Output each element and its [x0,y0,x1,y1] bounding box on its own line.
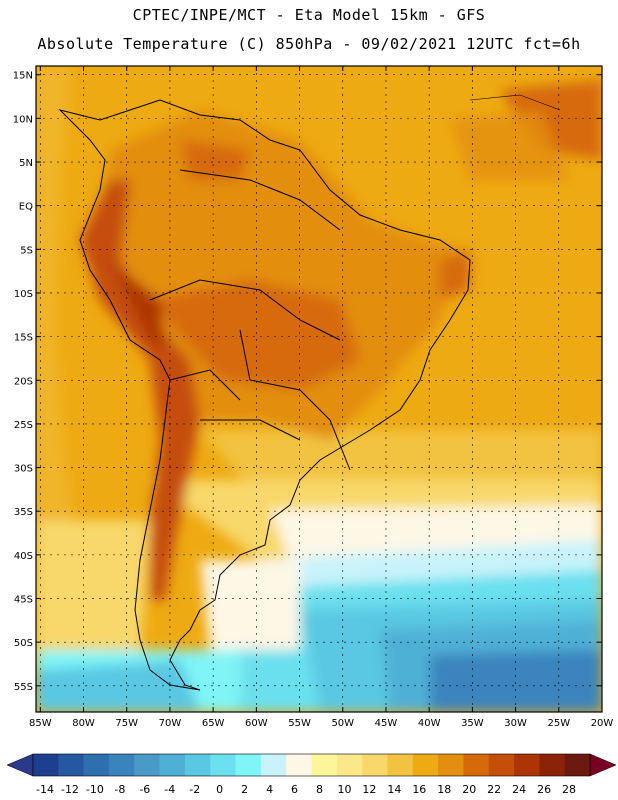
colorbar-label: -12 [61,783,79,796]
lat-label: 5S [20,245,33,256]
lat-label: 55S [14,682,33,693]
colorbar-swatch [83,754,110,776]
colorbar-swatch [134,754,160,776]
lat-label: 15N [13,71,33,82]
lat-label: 30S [14,464,33,475]
colorbar-swatch [488,754,515,776]
colorbar-label: 8 [316,783,323,796]
colorbar-label: 2 [241,783,248,796]
lon-label: 45W [375,718,398,729]
lat-label: 5N [19,158,33,169]
colorbar-swatch [412,754,439,776]
colorbar-label: 26 [537,783,551,796]
lon-label: 65W [202,718,225,729]
colorbar-label: -4 [164,783,175,796]
longitude-axis: 85W 80W 75W 70W 65W 60W 55W 50W 45W 40W 35W 30W 25W 2… [29,66,613,729]
colorbar-swatch [438,754,464,776]
colorbar-swatch [235,754,262,776]
colorbar-swatch [58,754,84,776]
colorbar-label: -6 [139,783,150,796]
chart-title-line-2: Absolute Temperature (C) 850hPa - 09/02/… [37,35,581,53]
lon-label: 30W [504,718,527,729]
chart-title-line-1: CPTEC/INPE/MCT - Eta Model 15km - GFS [132,6,486,24]
lon-label: 35W [461,718,484,729]
colorbar-label: -14 [36,783,54,796]
temperature-field [36,66,602,712]
colorbar-swatch [311,754,338,776]
lat-label: 35S [14,507,33,518]
colorbar-swatch [387,754,414,776]
lat-label: 15S [14,333,33,344]
colorbar-label: 6 [291,783,298,796]
lon-label: 85W [29,718,52,729]
colorbar-label: 4 [266,783,273,796]
colorbar-label: 18 [437,783,451,796]
colorbar-swatch [564,754,591,776]
colorbar-swatch [260,754,287,776]
colorbar-label: 14 [387,783,401,796]
map-frame [35,65,603,713]
colorbar-swatch [184,754,211,776]
colorbar-label: 24 [512,783,526,796]
lon-label: 70W [159,718,182,729]
lon-label: 55W [288,718,311,729]
lat-label: 40S [14,551,33,562]
colorbar-over-arrow [589,753,617,777]
lat-label: 20S [14,376,33,387]
lat-label: 10S [14,289,33,300]
colorbar-swatch [33,754,59,776]
colorbar-swatch [159,754,186,776]
colorbar: -14 -12 -10 -8 -6 -4 -2 0 2 4 6 8 10 12 14 16 18 20 22 24 26… [6,753,617,796]
colorbar-label: 28 [562,783,576,796]
colorbar-label: 0 [216,783,223,796]
latitude-axis: 15N 10N 5N EQ 5S 10S 15S 20S 25S 30S 35S 40S 45S 50S 5… [13,71,602,693]
colorbar-under-arrow [6,753,34,777]
colorbar-label: 16 [412,783,426,796]
lat-label: 10N [13,114,33,125]
lon-label: 50W [331,718,354,729]
colorbar-swatch [463,754,490,776]
colorbar-label: -2 [189,783,200,796]
colorbar-label: -8 [114,783,125,796]
coastlines [58,94,561,691]
lon-label: 75W [115,718,138,729]
lon-label: 20W [591,718,614,729]
lat-label: EQ [19,202,33,213]
colorbar-swatch [286,754,312,776]
colorbar-label: -10 [86,783,104,796]
lon-label: 40W [418,718,441,729]
colorbar-label: 20 [462,783,476,796]
lat-label: 25S [14,420,33,431]
lat-label: 45S [14,595,33,606]
colorbar-border [32,753,591,777]
colorbar-swatch [108,754,135,776]
lon-label: 80W [72,718,95,729]
colorbar-label: 12 [362,783,376,796]
colorbar-swatch [539,754,565,776]
lat-label: 50S [14,638,33,649]
lon-label: 25W [547,718,570,729]
colorbar-swatch [362,754,388,776]
lon-label: 60W [245,718,268,729]
colorbar-swatch [336,754,363,776]
colorbar-swatch [210,754,236,776]
colorbar-label: 10 [337,783,351,796]
colorbar-swatch [514,754,540,776]
colorbar-label: 22 [487,783,501,796]
